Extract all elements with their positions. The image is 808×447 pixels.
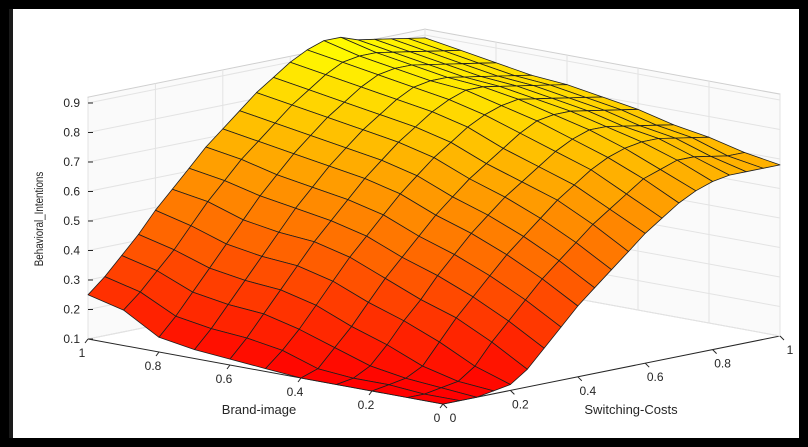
y-tick-mark [644,362,650,368]
x-tick-label: 0.2 [358,398,375,412]
y-tick-mark [442,403,448,409]
y-tick-label: 1 [787,343,794,357]
x-tick-mark [297,377,302,383]
y-tick-mark [577,376,583,382]
z-tick-label: 0.5 [63,214,80,228]
y-axis-line [442,335,781,405]
z-axis-label: Behavioral_Intentions [33,171,46,266]
x-axis-label: Brand-image [222,402,296,417]
z-tick-label: 0.7 [63,155,80,169]
z-tick-label: 0.1 [63,332,80,346]
surface-mesh [87,36,781,405]
z-tick-label: 0.8 [63,126,80,140]
y-axis-label: Switching-Costs [584,402,678,417]
y-tick-mark [712,349,717,354]
figure-panel: 0.1 0.2 0.3 0.4 0.5 0.6 0.7 0.8 0.9 0 0.2 0.4 0.6 0.8… [9,9,799,438]
x-tick-mark [439,403,444,409]
y-tick-label: 0 [450,411,457,425]
x-tick-label: 0.8 [145,359,162,373]
x-tick-mark [155,351,160,357]
y-tick-mark [779,335,785,341]
z-tick-label: 0.4 [63,244,80,258]
y-tick-label: 0.2 [512,397,529,411]
x-tick-label: 1 [79,346,86,360]
x-tick-mark [226,364,231,370]
y-tick-mark [510,390,515,395]
x-tick-mark [84,338,89,344]
surface-patch [407,393,461,405]
surface-plot[interactable]: 0.1 0.2 0.3 0.4 0.5 0.6 0.7 0.8 0.9 0 0.2 0.4 0.6 0.8… [13,9,803,438]
y-tick-label: 0.8 [714,357,731,371]
z-tick-label: 0.9 [63,96,80,110]
x-tick-mark [368,390,373,396]
z-tick-label: 0.3 [63,273,80,287]
z-tick-label: 0.6 [63,185,80,199]
x-tick-label: 0.4 [287,385,304,399]
z-tick-label: 0.2 [63,303,80,317]
axis-ticks: 0.1 0.2 0.3 0.4 0.5 0.6 0.7 0.8 0.9 0 0.2 0.4 0.6 0.8… [63,96,793,425]
x-tick-label: 0 [434,411,441,425]
y-tick-label: 0.6 [647,370,664,384]
x-tick-label: 0.6 [216,372,233,386]
y-tick-label: 0.4 [579,384,596,398]
